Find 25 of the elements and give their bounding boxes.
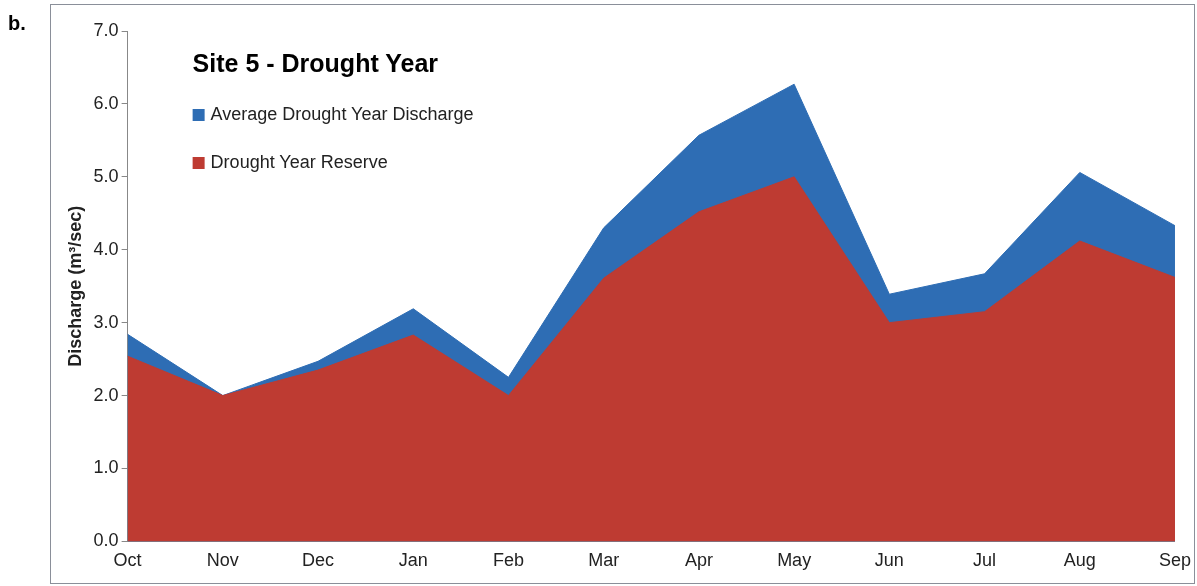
x-tick-label: Sep — [1158, 550, 1191, 571]
x-tick-label: Apr — [684, 550, 713, 571]
x-tick-label: Nov — [206, 550, 239, 571]
x-tick-label: Dec — [302, 550, 335, 571]
y-tick-label: 7.0 — [93, 19, 119, 40]
x-tick-label: Mar — [588, 550, 620, 571]
y-tick-label: 2.0 — [93, 384, 119, 405]
x-tick-label: Jul — [973, 550, 997, 571]
y-tick-label: 6.0 — [93, 92, 119, 113]
y-tick-label: 5.0 — [93, 165, 119, 186]
y-tick-label: 3.0 — [93, 311, 119, 332]
text: b. — [8, 12, 26, 35]
x-tick-label: Aug — [1063, 550, 1096, 571]
text: Site 5 - Drought Year — [192, 48, 439, 77]
y-tick-label: 0.0 — [93, 530, 119, 551]
legend-label: Average Drought Year Discharge — [210, 103, 474, 124]
legend-label: Drought Year Reserve — [210, 151, 388, 172]
x-tick-label: Jun — [874, 550, 904, 571]
x-tick-label: Jan — [398, 550, 428, 571]
y-axis-title: Discharge (m³/sec) — [64, 205, 85, 367]
x-tick-label: Oct — [113, 550, 142, 571]
y-tick-label: 4.0 — [93, 238, 119, 259]
x-tick-label: Feb — [492, 550, 524, 571]
y-tick-label: 1.0 — [93, 457, 119, 478]
x-tick-label: May — [777, 550, 812, 571]
